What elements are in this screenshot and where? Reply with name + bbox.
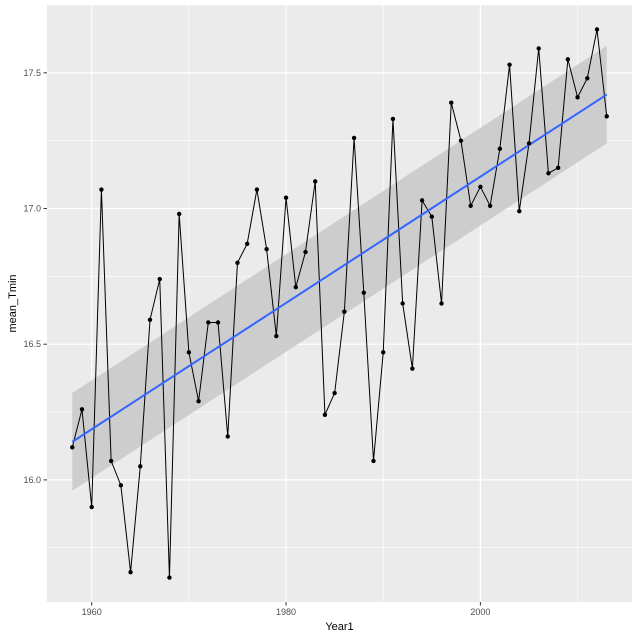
data-point [410, 366, 415, 371]
data-point [594, 27, 600, 32]
data-point [332, 390, 337, 396]
y-axis: 16.0 16.5 17.0 17.5 [23, 68, 47, 485]
data-point [546, 171, 551, 176]
data-point [526, 141, 532, 146]
data-point [439, 301, 444, 306]
x-tick-label: 1960 [82, 607, 102, 617]
data-point [322, 412, 328, 417]
x-tick-label: 1980 [276, 607, 296, 617]
y-axis-title: mean_Tmin [7, 274, 19, 332]
data-point [536, 46, 541, 51]
data-point [517, 209, 522, 214]
data-point [507, 62, 512, 67]
data-point [487, 203, 493, 209]
series [71, 29, 608, 578]
data-point [70, 445, 75, 450]
data-point [128, 569, 133, 575]
data-point [381, 350, 386, 355]
data-point [186, 350, 192, 355]
data-point [244, 241, 250, 246]
data-point [293, 285, 298, 290]
data-point [283, 195, 289, 200]
x-axis: 1960 1980 2000 [82, 602, 490, 617]
data-point [342, 309, 347, 314]
x-tick-label: 2000 [470, 607, 490, 617]
x-axis-title: Year1 [325, 621, 353, 633]
data-point [429, 214, 435, 219]
data-point [89, 504, 94, 510]
data-points [70, 27, 609, 580]
data-point [371, 458, 376, 464]
data-point [449, 100, 454, 105]
data-point [565, 57, 571, 62]
data-point [419, 198, 425, 203]
series-line [71, 29, 608, 578]
data-point [575, 95, 580, 100]
data-point [167, 575, 172, 580]
data-point [264, 247, 269, 252]
y-tick-label: 16.5 [23, 339, 41, 349]
data-point [604, 114, 609, 119]
data-point [108, 458, 114, 464]
data-point [585, 76, 590, 81]
trend-line [71, 93, 608, 443]
data-point [147, 317, 153, 322]
y-tick-label: 17.5 [23, 68, 41, 78]
data-point [497, 146, 503, 152]
data-point [361, 290, 366, 295]
data-point [157, 276, 162, 282]
y-tick-label: 16.0 [23, 475, 41, 485]
data-point [215, 320, 221, 325]
data-point [303, 249, 308, 255]
data-point [99, 187, 104, 192]
data-point [196, 398, 201, 404]
y-tick-label: 17.0 [23, 204, 41, 214]
data-point [176, 211, 182, 217]
data-point [458, 138, 464, 143]
data-point [351, 135, 357, 141]
data-point [478, 184, 483, 190]
data-point [254, 187, 260, 192]
data-point [138, 464, 143, 469]
data-point [400, 301, 405, 306]
data-point [225, 434, 230, 439]
data-point [118, 483, 124, 488]
data-point [390, 116, 396, 122]
data-point [555, 165, 561, 171]
data-point [313, 179, 318, 184]
data-point [274, 333, 279, 339]
trend [71, 93, 608, 443]
data-point [235, 260, 240, 265]
data-point [206, 320, 211, 325]
data-point [468, 203, 473, 209]
data-point [79, 407, 85, 412]
